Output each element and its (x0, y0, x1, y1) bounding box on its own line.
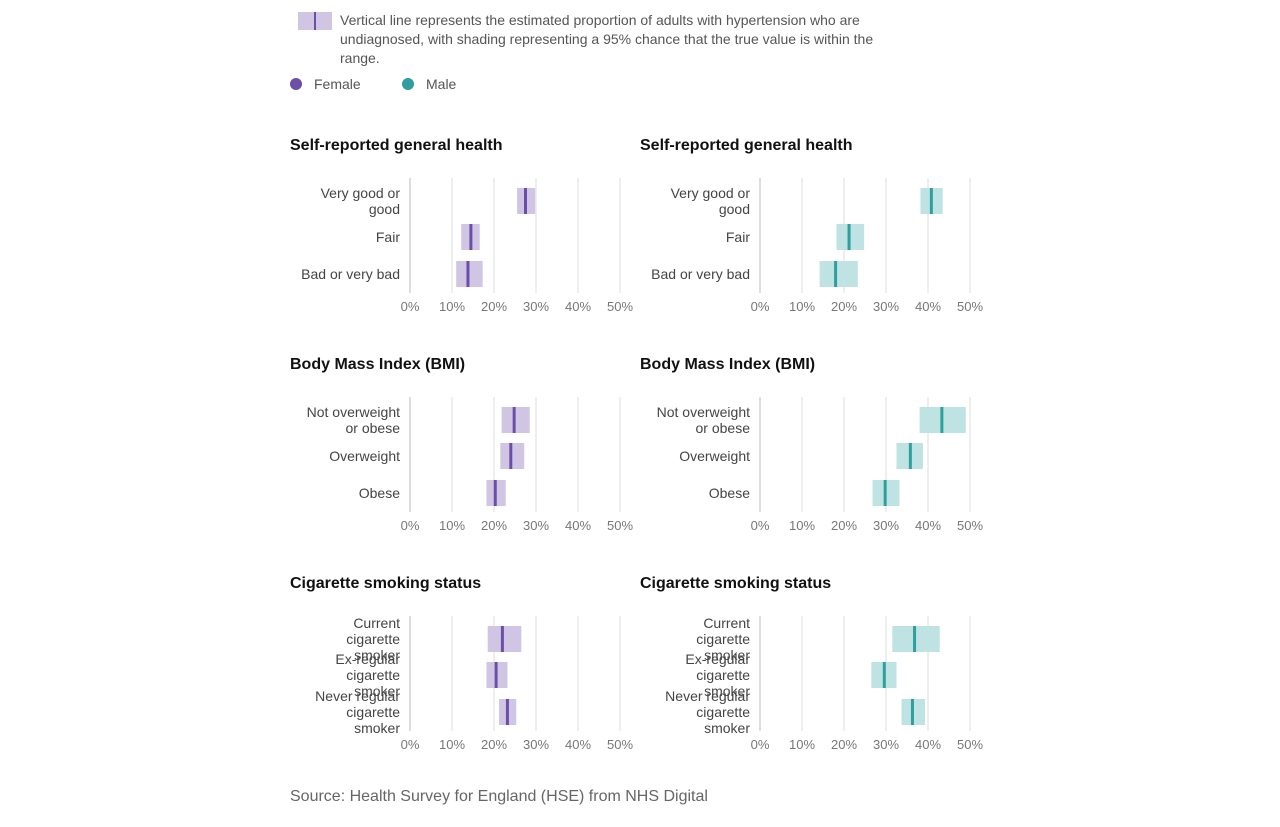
x-tick-label: 50% (957, 737, 983, 752)
category-label: good (719, 201, 750, 217)
x-tick-label: 50% (957, 518, 983, 533)
category-label: smoker (354, 720, 400, 736)
x-tick-label: 50% (957, 299, 983, 314)
category-label: smoker (354, 683, 400, 699)
female-dot-icon (290, 78, 302, 90)
category-label: Overweight (679, 448, 750, 464)
category-label: Not overweight (657, 404, 750, 420)
x-tick-label: 30% (873, 518, 899, 533)
category-label: cigarette (346, 631, 400, 647)
x-tick-label: 30% (523, 737, 549, 752)
category-label: Overweight (329, 448, 400, 464)
x-tick-label: 50% (607, 518, 633, 533)
category-label: smoker (354, 647, 400, 663)
category-label: Obese (359, 485, 400, 501)
category-label: Very good or (671, 185, 751, 201)
x-tick-label: 0% (401, 518, 420, 533)
x-tick-label: 0% (401, 299, 420, 314)
chart-title-smoking-female: Cigarette smoking status (290, 575, 482, 592)
chart-title-bmi-female: Body Mass Index (BMI) (290, 356, 466, 373)
legend-male-label: Male (426, 76, 457, 92)
chart-smoking-male: 0% 10% 20% 30% 40% 50%CurrentcigarettesmokerE… (665, 615, 983, 752)
x-tick-label: 20% (481, 737, 507, 752)
x-tick-label: 40% (915, 518, 941, 533)
category-label: cigarette (696, 667, 750, 683)
x-tick-label: 40% (565, 737, 591, 752)
x-tick-label: 50% (607, 299, 633, 314)
x-tick-label: 40% (915, 737, 941, 752)
confidence-band (487, 626, 522, 652)
legend-female: Female (290, 76, 361, 92)
category-label: Current (703, 615, 750, 631)
category-label: smoker (704, 720, 750, 736)
x-tick-label: 0% (751, 518, 770, 533)
x-tick-label: 10% (439, 299, 465, 314)
x-tick-label: 40% (565, 518, 591, 533)
chart-title-smoking-male: Cigarette smoking status (640, 575, 832, 592)
chart-title-bmi-male: Body Mass Index (BMI) (640, 356, 816, 373)
category-label: Not overweight (307, 404, 400, 420)
category-label: or obese (696, 420, 751, 436)
category-label: smoker (704, 683, 750, 699)
x-tick-label: 10% (789, 518, 815, 533)
category-label: Very good or (321, 185, 401, 201)
chart-title-health-male: Self-reported general health (640, 137, 853, 154)
x-tick-label: 30% (873, 299, 899, 314)
chart-smoking-female: 0% 10% 20% 30% 40% 50%CurrentcigarettesmokerE… (315, 615, 633, 752)
x-tick-label: 10% (439, 518, 465, 533)
x-tick-label: 10% (439, 737, 465, 752)
x-tick-label: 30% (523, 518, 549, 533)
x-tick-label: 0% (751, 299, 770, 314)
confidence-band (819, 261, 858, 287)
legend-male: Male (402, 76, 456, 92)
x-tick-label: 10% (789, 299, 815, 314)
x-tick-label: 30% (523, 299, 549, 314)
x-tick-label: 50% (607, 737, 633, 752)
x-tick-label: 20% (831, 299, 857, 314)
uncertainty-legend-key (298, 12, 332, 30)
category-label: Current (353, 615, 400, 631)
x-tick-label: 10% (789, 737, 815, 752)
source-note: Source: Health Survey for England (HSE) … (290, 788, 708, 805)
category-label: Fair (726, 229, 750, 245)
category-label: cigarette (346, 704, 400, 720)
category-label: Fair (376, 229, 400, 245)
category-label: cigarette (696, 704, 750, 720)
category-label: Bad or very bad (651, 266, 750, 282)
x-tick-label: 20% (481, 518, 507, 533)
category-label: Ex-regular (335, 651, 400, 667)
estimate-line-key (314, 12, 316, 30)
category-label: Never regular (665, 688, 750, 704)
category-label: Bad or very bad (301, 266, 400, 282)
category-label: cigarette (696, 631, 750, 647)
male-dot-icon (402, 78, 414, 90)
category-label: cigarette (346, 667, 400, 683)
x-tick-label: 40% (915, 299, 941, 314)
x-tick-label: 20% (831, 518, 857, 533)
x-tick-label: 20% (831, 737, 857, 752)
category-label: or obese (346, 420, 401, 436)
x-tick-label: 30% (873, 737, 899, 752)
category-label: Never regular (315, 688, 400, 704)
legend-description: Vertical line represents the estimated p… (340, 12, 874, 66)
chart-title-health-female: Self-reported general health (290, 137, 503, 154)
x-tick-label: 0% (401, 737, 420, 752)
x-tick-label: 40% (565, 299, 591, 314)
category-label: Ex-regular (685, 651, 750, 667)
x-tick-label: 20% (481, 299, 507, 314)
x-tick-label: 0% (751, 737, 770, 752)
category-label: Obese (709, 485, 750, 501)
category-label: good (369, 201, 400, 217)
category-label: smoker (704, 647, 750, 663)
legend-female-label: Female (314, 76, 361, 92)
